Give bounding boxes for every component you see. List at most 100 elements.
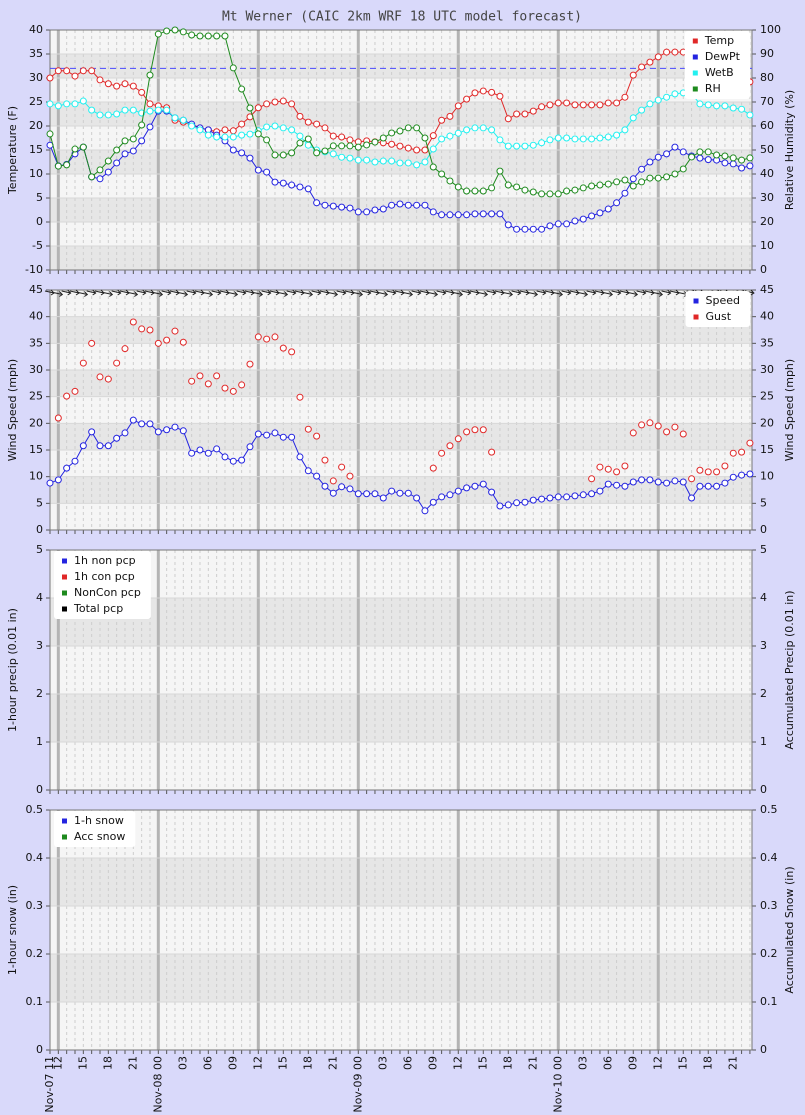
plot-frame [49, 29, 753, 271]
wind-arrow [253, 291, 264, 297]
data-point [296, 132, 304, 140]
legend: 1h non pcp 1h con pcp NonCon pcp Total pcp [54, 551, 151, 619]
data-point [721, 479, 729, 487]
data-point [629, 182, 637, 190]
data-point [529, 225, 537, 233]
data-point [229, 457, 237, 465]
data-point [63, 392, 71, 400]
x-tick-label: 21 [126, 1056, 139, 1070]
band [50, 246, 752, 270]
data-point [254, 333, 262, 341]
y2-tick-label: 4 [760, 591, 767, 604]
plot-frame [49, 809, 753, 1051]
wind-arrow [78, 291, 89, 297]
y2-tick-label: 5 [760, 543, 767, 556]
data-point [471, 187, 479, 195]
data-point [646, 476, 654, 484]
data-point [513, 110, 521, 118]
data-point [279, 97, 287, 105]
data-point [188, 449, 196, 457]
y-tick-label: 45 [29, 283, 43, 296]
wind-arrow [228, 291, 239, 297]
data-point [138, 325, 146, 333]
data-point [538, 495, 546, 503]
x-tick-label: 09 [626, 1056, 639, 1070]
y-tick-label: 0.5 [26, 803, 44, 816]
data-point [179, 28, 187, 36]
data-point [471, 210, 479, 218]
x-tick-label: 12 [451, 1056, 464, 1070]
data-point [429, 145, 437, 153]
data-point [396, 142, 404, 150]
data-point [621, 462, 629, 470]
data-point [579, 184, 587, 192]
data-point [129, 318, 137, 326]
wind-arrow [561, 289, 572, 296]
data-point [696, 482, 704, 490]
data-point [388, 487, 396, 495]
data-point [696, 466, 704, 474]
data-point [463, 126, 471, 134]
wind-arrow [611, 289, 622, 296]
x-tick-label: 12 [251, 1056, 264, 1070]
data-point [596, 181, 604, 189]
wind-arrow [428, 291, 439, 297]
data-point [213, 133, 221, 141]
legend-label: Acc snow [74, 830, 125, 843]
chart-title: Mt Werner (CAIC 2km WRF 18 UTC model for… [222, 10, 582, 25]
data-point [488, 210, 496, 218]
legend-swatch [62, 818, 67, 824]
data-point [729, 104, 737, 112]
data-point [713, 482, 721, 490]
data-point [588, 135, 596, 143]
data-point [288, 149, 296, 157]
data-point [538, 190, 546, 198]
data-point [721, 462, 729, 470]
data-point [438, 449, 446, 457]
data-point [138, 137, 146, 145]
data-point [604, 205, 612, 213]
data-point [313, 432, 321, 440]
wind-arrow [211, 289, 222, 296]
wind-arrow [236, 289, 247, 296]
data-point [496, 167, 504, 175]
data-point [654, 422, 662, 430]
data-point [471, 426, 479, 434]
data-point [138, 121, 146, 129]
band [50, 316, 752, 344]
data-point [654, 174, 662, 182]
data-point [671, 90, 679, 98]
data-point [579, 101, 587, 109]
data-point [496, 136, 504, 144]
wind-arrow [586, 289, 597, 296]
data-point [546, 494, 554, 502]
y2-tick-label: 1 [760, 735, 767, 748]
y2-tick-label: 60 [760, 119, 774, 132]
legend-label: Speed [706, 294, 740, 307]
data-point [621, 482, 629, 490]
data-point [279, 124, 287, 132]
plot-area [50, 810, 752, 1050]
data-point [329, 489, 337, 497]
data-point [413, 201, 421, 209]
y-axis-label: 1-hour precip (0.01 in) [6, 608, 19, 732]
y-tick-label: 30 [29, 71, 43, 84]
data-point [171, 327, 179, 335]
data-point [638, 165, 646, 173]
data-point [613, 178, 621, 186]
data-point [221, 126, 229, 134]
legend-box [54, 551, 151, 619]
legend-swatch [62, 834, 67, 840]
data-point [629, 71, 637, 79]
data-point [129, 106, 137, 114]
data-point [521, 142, 529, 150]
data-point [88, 428, 96, 436]
wind-arrow [486, 289, 497, 296]
data-point [246, 360, 254, 368]
x-tick-label: 18 [701, 1056, 714, 1070]
y2-tick-label: 0.5 [760, 803, 778, 816]
data-point [629, 114, 637, 122]
data-point [521, 186, 529, 194]
data-point [504, 181, 512, 189]
x-tick-label: Nov-07 11 [43, 1056, 56, 1113]
